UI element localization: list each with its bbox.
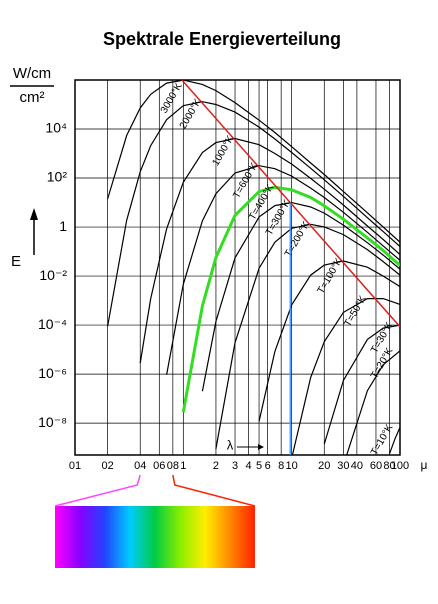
curve-label: T=10°K <box>369 422 396 457</box>
x-unit: μ <box>421 458 428 472</box>
y-tick-label: 1 <box>59 218 67 234</box>
curve <box>166 165 400 376</box>
spectrum-connector-violet <box>54 474 141 507</box>
x-tick-label: 6 <box>265 460 271 472</box>
y-tick-label: 10² <box>47 169 68 185</box>
x-tick-label: 30 <box>337 460 349 472</box>
x-tick-label: 100 <box>391 460 409 472</box>
x-tick-label: 20 <box>318 460 330 472</box>
curve <box>201 201 400 392</box>
x-tick-label: 3 <box>232 460 238 472</box>
y-arrowhead <box>30 208 38 220</box>
curve <box>107 80 400 243</box>
curve <box>181 185 400 413</box>
y-tick-label: 10⁻² <box>39 267 67 283</box>
curve <box>107 101 400 327</box>
plot-frame <box>74 79 401 456</box>
x-tick-label: 80 <box>383 460 395 472</box>
x-tick-label: 04 <box>134 460 146 472</box>
curve <box>323 324 400 445</box>
x-tick-label: 40 <box>351 460 363 472</box>
spectrum-connector-red <box>172 474 256 507</box>
x-axis-label: λ <box>227 437 234 452</box>
y-tick-label: 10⁻⁸ <box>38 414 67 430</box>
y-axis-label: E <box>11 253 21 270</box>
x-tick-label: 10 <box>286 460 298 472</box>
curve <box>215 223 400 450</box>
curve <box>258 260 400 422</box>
x-tick-label: 5 <box>256 460 262 472</box>
x-tick-label: 08 <box>167 460 179 472</box>
curve-label: 1000°K <box>210 134 236 168</box>
chart-title: Spektrale Energieverteilung <box>103 29 341 49</box>
y-tick-label: 10⁻⁴ <box>38 316 67 332</box>
x-tick-label: 2 <box>213 460 219 472</box>
spectrum-bar <box>55 506 255 568</box>
curve <box>139 137 400 364</box>
grid <box>74 80 401 455</box>
plot-area <box>107 80 400 455</box>
curve-label: 2000°K <box>178 97 204 131</box>
x-tick-label: 4 <box>245 460 251 472</box>
curve <box>388 427 400 455</box>
x-tick-label: 60 <box>370 460 382 472</box>
wien-line <box>181 80 400 328</box>
x-arrowhead <box>258 444 264 450</box>
x-tick-label: 8 <box>278 460 284 472</box>
curve <box>291 298 400 455</box>
curve <box>346 350 400 455</box>
y-unit-bottom: cm² <box>20 89 45 106</box>
y-tick-label: 10⁻⁶ <box>38 365 67 381</box>
x-tick-label: 02 <box>101 460 113 472</box>
y-tick-label: 10⁴ <box>45 120 67 136</box>
x-tick-label: 06 <box>153 460 165 472</box>
x-tick-label: 1 <box>180 460 186 472</box>
y-unit-top: W/cm <box>13 65 51 82</box>
curve-label: T=300°K <box>264 198 293 238</box>
curve-label: T=200°K <box>283 219 312 259</box>
x-tick-label: 01 <box>69 460 81 472</box>
